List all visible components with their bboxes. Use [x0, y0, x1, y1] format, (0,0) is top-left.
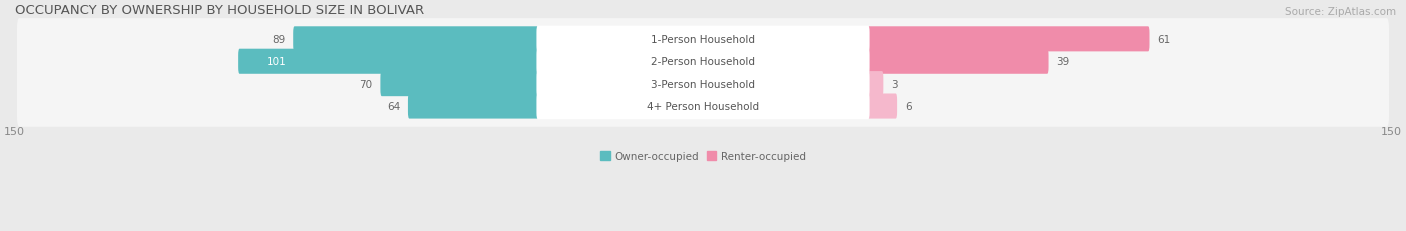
Text: 101: 101 [267, 57, 287, 67]
FancyBboxPatch shape [408, 94, 538, 119]
Text: 4+ Person Household: 4+ Person Household [647, 102, 759, 112]
Text: 70: 70 [360, 79, 373, 89]
FancyBboxPatch shape [537, 27, 869, 53]
FancyBboxPatch shape [537, 93, 869, 120]
Text: Source: ZipAtlas.com: Source: ZipAtlas.com [1285, 7, 1396, 17]
Text: 89: 89 [273, 35, 285, 45]
Text: OCCUPANCY BY OWNERSHIP BY HOUSEHOLD SIZE IN BOLIVAR: OCCUPANCY BY OWNERSHIP BY HOUSEHOLD SIZE… [14, 4, 423, 17]
Text: 1-Person Household: 1-Person Household [651, 35, 755, 45]
Text: 61: 61 [1157, 35, 1171, 45]
Text: 39: 39 [1056, 57, 1070, 67]
FancyBboxPatch shape [17, 41, 1389, 83]
FancyBboxPatch shape [17, 19, 1389, 60]
FancyBboxPatch shape [537, 71, 869, 97]
FancyBboxPatch shape [537, 49, 869, 75]
FancyBboxPatch shape [238, 49, 538, 74]
FancyBboxPatch shape [868, 72, 883, 97]
FancyBboxPatch shape [381, 72, 538, 97]
FancyBboxPatch shape [294, 27, 538, 52]
Text: 3-Person Household: 3-Person Household [651, 79, 755, 89]
FancyBboxPatch shape [868, 27, 1150, 52]
Text: 3: 3 [891, 79, 898, 89]
FancyBboxPatch shape [868, 94, 897, 119]
Text: 2-Person Household: 2-Person Household [651, 57, 755, 67]
FancyBboxPatch shape [868, 49, 1049, 74]
FancyBboxPatch shape [17, 86, 1389, 127]
Text: 64: 64 [387, 102, 401, 112]
FancyBboxPatch shape [17, 64, 1389, 105]
Legend: Owner-occupied, Renter-occupied: Owner-occupied, Renter-occupied [596, 147, 810, 166]
Text: 6: 6 [905, 102, 911, 112]
